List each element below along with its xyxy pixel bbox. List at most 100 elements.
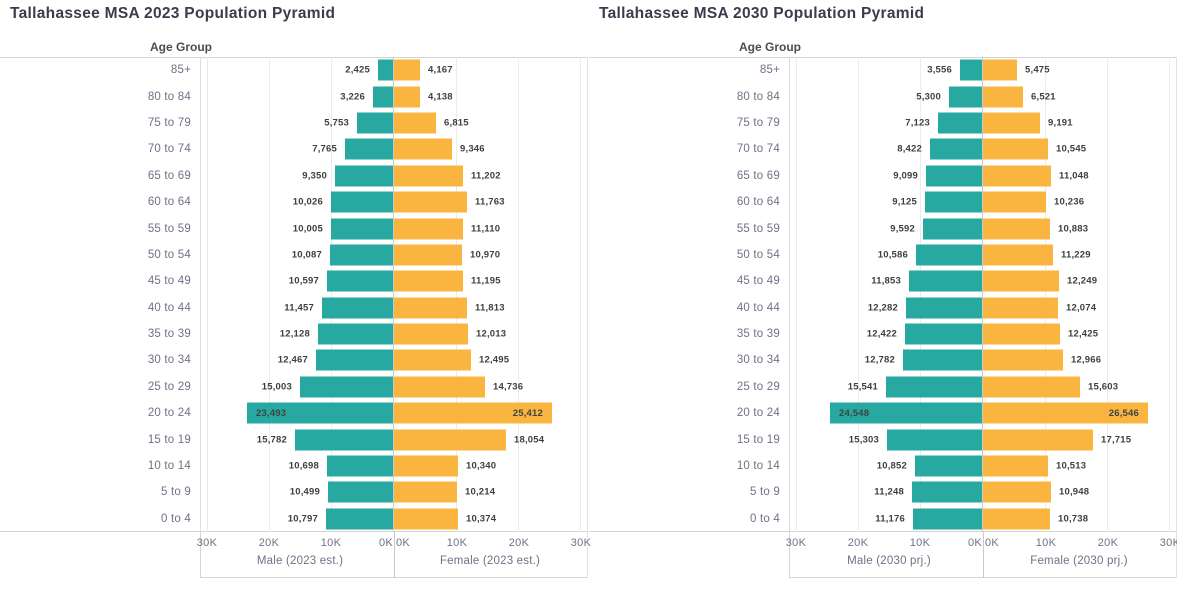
male-bar[interactable] xyxy=(930,138,982,160)
male-pane: 3,556 xyxy=(789,57,983,84)
female-bar[interactable] xyxy=(394,455,458,477)
male-bar[interactable] xyxy=(295,429,393,451)
female-bar[interactable] xyxy=(394,323,468,345)
male-bar[interactable] xyxy=(328,481,393,503)
x-tick-label-male: 0K xyxy=(967,537,983,549)
male-bar[interactable] xyxy=(938,112,982,134)
female-bar[interactable]: 25,412 xyxy=(394,402,552,424)
x-tick-label-female: 0K xyxy=(395,537,411,549)
male-bar[interactable] xyxy=(913,508,982,530)
male-value-label: 9,592 xyxy=(890,223,915,235)
male-pane: 10,797 xyxy=(200,505,394,532)
male-bar[interactable] xyxy=(373,86,393,108)
female-bar[interactable] xyxy=(394,191,467,213)
female-bar[interactable]: 26,546 xyxy=(983,402,1148,424)
female-bar[interactable] xyxy=(983,112,1040,134)
age-group-label: 65 to 69 xyxy=(147,169,191,182)
female-bar[interactable] xyxy=(394,270,463,292)
female-bar[interactable] xyxy=(394,86,420,108)
female-bar[interactable] xyxy=(983,218,1050,240)
male-bar[interactable] xyxy=(300,376,393,398)
male-bar[interactable] xyxy=(316,349,393,371)
male-value-label: 10,026 xyxy=(292,196,323,208)
female-bar[interactable] xyxy=(983,455,1048,477)
male-bar[interactable] xyxy=(378,59,393,81)
male-bar[interactable] xyxy=(949,86,982,108)
female-bar[interactable] xyxy=(394,138,452,160)
male-bar[interactable] xyxy=(331,191,393,213)
female-bar[interactable] xyxy=(394,244,462,266)
female-bar[interactable] xyxy=(983,138,1048,160)
male-bar[interactable] xyxy=(327,455,393,477)
male-bar[interactable] xyxy=(357,112,393,134)
female-bar[interactable] xyxy=(394,59,420,81)
female-bar[interactable] xyxy=(394,376,485,398)
female-bar[interactable] xyxy=(394,481,457,503)
male-bar[interactable] xyxy=(960,59,982,81)
male-bar[interactable] xyxy=(903,349,982,371)
female-bar[interactable] xyxy=(983,349,1063,371)
male-bar[interactable] xyxy=(326,508,393,530)
male-bar[interactable]: 24,548 xyxy=(830,402,982,424)
male-bar[interactable] xyxy=(886,376,982,398)
male-bar[interactable] xyxy=(926,165,982,187)
male-value-label: 12,128 xyxy=(279,328,310,340)
female-bar[interactable] xyxy=(983,508,1050,530)
female-bar[interactable] xyxy=(983,297,1058,319)
male-bar[interactable] xyxy=(916,244,982,266)
female-bar[interactable] xyxy=(983,323,1060,345)
male-bar[interactable] xyxy=(330,244,393,266)
male-bar[interactable] xyxy=(345,138,393,160)
male-value-label: 5,753 xyxy=(324,117,349,129)
female-bar[interactable] xyxy=(983,191,1046,213)
female-value-label: 10,214 xyxy=(465,486,496,498)
female-bar[interactable] xyxy=(394,112,436,134)
male-bar[interactable] xyxy=(923,218,982,240)
female-bar[interactable] xyxy=(394,349,471,371)
male-bar[interactable] xyxy=(335,165,393,187)
male-bar[interactable] xyxy=(915,455,982,477)
male-bar[interactable] xyxy=(327,270,393,292)
female-value-label: 6,521 xyxy=(1031,91,1056,103)
female-bar[interactable] xyxy=(394,297,467,319)
female-bar[interactable] xyxy=(983,429,1093,451)
male-bar[interactable] xyxy=(318,323,393,345)
pyramid-row: 5 to 9 10,499 10,214 xyxy=(0,479,588,506)
female-pane: 10,545 xyxy=(983,136,1177,163)
female-bar[interactable] xyxy=(983,481,1051,503)
male-bar[interactable] xyxy=(331,218,393,240)
female-bar[interactable] xyxy=(983,244,1053,266)
male-pane: 15,782 xyxy=(200,426,394,453)
female-pane: 12,495 xyxy=(394,347,588,374)
x-tick-label-male: 10K xyxy=(320,537,342,549)
female-bar[interactable] xyxy=(983,376,1080,398)
pyramid-chart-2030: Tallahassee MSA 2030 Population Pyramid … xyxy=(589,0,1177,590)
female-bar[interactable] xyxy=(983,59,1017,81)
female-bar[interactable] xyxy=(394,165,463,187)
male-pane: 11,248 xyxy=(789,479,983,506)
male-bar[interactable] xyxy=(887,429,982,451)
male-value-label: 12,782 xyxy=(864,354,895,366)
male-bar[interactable]: 23,493 xyxy=(247,402,393,424)
male-bar[interactable] xyxy=(912,481,982,503)
male-bar[interactable] xyxy=(322,297,393,319)
male-pane: 12,422 xyxy=(789,320,983,348)
female-bar[interactable] xyxy=(983,165,1051,187)
pyramid-row: 65 to 69 9,099 11,048 xyxy=(589,162,1177,189)
female-bar[interactable] xyxy=(394,508,458,530)
male-value-label: 11,176 xyxy=(875,513,905,525)
female-bar[interactable] xyxy=(983,270,1059,292)
female-value-label: 6,815 xyxy=(444,117,469,129)
female-bar[interactable] xyxy=(394,218,463,240)
female-value-label: 10,970 xyxy=(470,249,501,261)
age-group-label: 60 to 64 xyxy=(147,196,191,209)
male-bar[interactable] xyxy=(906,297,982,319)
male-bar[interactable] xyxy=(905,323,982,345)
female-bar[interactable] xyxy=(983,86,1023,108)
male-bar[interactable] xyxy=(925,191,982,213)
chart-title-2030: Tallahassee MSA 2030 Population Pyramid xyxy=(599,5,925,22)
female-bar[interactable] xyxy=(394,429,506,451)
male-bar[interactable] xyxy=(909,270,982,292)
age-group-label: 40 to 44 xyxy=(147,301,191,314)
female-pane: 11,048 xyxy=(983,162,1177,189)
